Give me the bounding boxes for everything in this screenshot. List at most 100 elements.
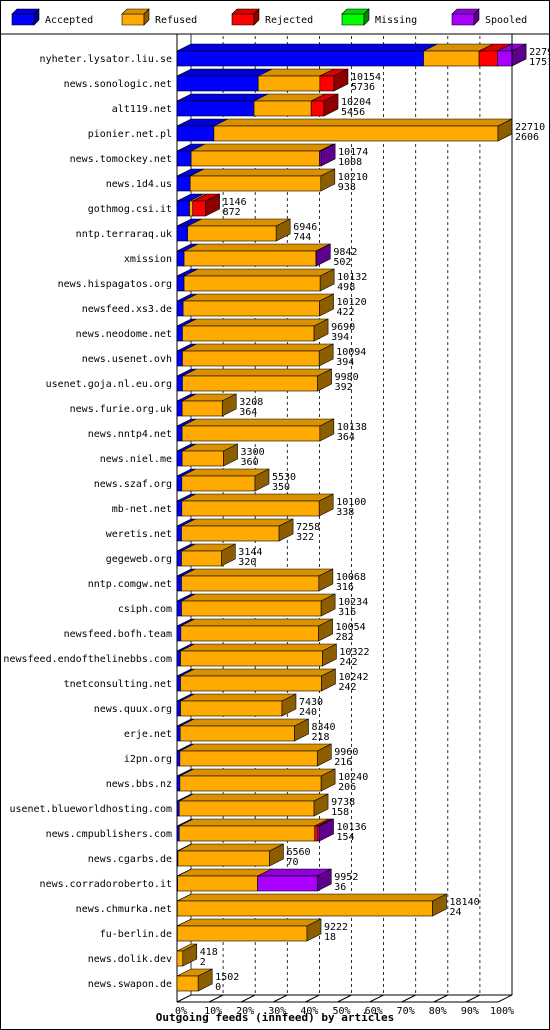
- row-total-label: 22710: [515, 122, 545, 133]
- bar-segment-side: [182, 943, 198, 967]
- bar-segment: [178, 825, 316, 842]
- row-label: usenet.blueworldhosting.com: [9, 804, 172, 815]
- bar-segment-top: [176, 93, 269, 102]
- bar-segment: [181, 425, 321, 442]
- bar-segment: [176, 275, 185, 292]
- x-tick: [176, 994, 192, 1003]
- bar-segment-side: [322, 643, 337, 667]
- bar-segment-top: [182, 293, 334, 302]
- bar-segment-side: [317, 368, 332, 392]
- row-second-label: 872: [223, 207, 241, 218]
- bar-segment-top: [183, 268, 335, 277]
- legend-label: Rejected: [265, 15, 313, 26]
- x-axis: 0% 10% 20% 30% 40% 50% 60% 70% 80% 90% 100%: [175, 34, 514, 1017]
- row-label: newsfeed.xs3.de: [82, 304, 172, 315]
- bar-segment: [176, 750, 181, 767]
- row-second-label: 1008: [338, 157, 362, 168]
- bar-segment-side: [221, 393, 237, 417]
- row-second-label: 218: [311, 732, 329, 743]
- row-total-label: 7258: [296, 522, 320, 533]
- x-tick-label: 10%: [204, 1006, 222, 1017]
- row-label: news.sonologic.net: [64, 79, 172, 90]
- legend-item: Spooled: [451, 8, 527, 26]
- row-second-label: 154: [337, 832, 355, 843]
- bar-segment-top: [187, 218, 291, 227]
- x-tick-label: 30%: [268, 1006, 286, 1017]
- row-total-label: 418: [200, 947, 218, 958]
- row-second-label: 744: [293, 232, 311, 243]
- row-second-label: 338: [336, 507, 354, 518]
- bar-segment: [180, 625, 319, 642]
- bar-segment: [176, 500, 183, 517]
- row-total-label: 10068: [336, 572, 366, 583]
- row-label: news.tomockey.net: [70, 154, 172, 165]
- row-second-label: 364: [337, 432, 355, 443]
- bar-segment: [176, 200, 190, 217]
- bar-segment-top: [180, 668, 336, 677]
- row-total-label: 9842: [333, 247, 357, 258]
- x-tick: [240, 994, 256, 1003]
- row-second-label: 422: [337, 307, 355, 318]
- bar-segment: [181, 575, 320, 592]
- bar-segment-side: [254, 468, 270, 492]
- row-total-label: 9960: [334, 747, 358, 758]
- bar-segment-top: [177, 893, 447, 902]
- row-second-label: 350: [272, 482, 290, 493]
- row-total-label: 9980: [335, 372, 359, 383]
- x-tick-label: 20%: [236, 1006, 254, 1017]
- row-total-label: 9222: [324, 922, 348, 933]
- bar-segment-side: [275, 218, 291, 242]
- bar-segment: [181, 500, 320, 517]
- legend-swatch-front: [451, 13, 475, 26]
- bar-segment: [177, 900, 433, 917]
- bar-segment-side: [278, 518, 294, 542]
- bar-segment-side: [323, 93, 339, 117]
- legend-item: Rejected: [231, 8, 313, 26]
- row-second-label: 240: [299, 707, 317, 718]
- bar-segment: [253, 100, 312, 117]
- bar-segment-side: [319, 268, 335, 292]
- legend-swatch-side: [253, 8, 260, 26]
- row-total-label: 6946: [293, 222, 317, 233]
- row-second-label: 0: [215, 982, 221, 993]
- x-tick: [337, 994, 352, 1003]
- row-second-label: 18: [324, 932, 336, 943]
- row-total-label: 10242: [338, 672, 368, 683]
- x-tick: [433, 994, 449, 1003]
- row-total-label: 10138: [337, 422, 367, 433]
- row-label: nyheter.lysator.liu.se: [40, 54, 172, 65]
- bar-segment: [310, 100, 325, 117]
- bar-segment: [182, 325, 315, 342]
- bar-segment-side: [320, 768, 336, 792]
- row-second-label: 360: [241, 457, 259, 468]
- row-label: newsfeed.bofh.team: [64, 629, 172, 640]
- bar-segment: [180, 675, 322, 692]
- row-total-label: 9952: [334, 872, 358, 883]
- bar-segment-side: [318, 343, 334, 367]
- bar-segment-top: [179, 768, 336, 777]
- bar-segment-top: [181, 493, 334, 502]
- row-label: alt119.net: [112, 104, 172, 115]
- bar-segment-top: [179, 818, 329, 827]
- x-tick: [497, 994, 513, 1003]
- bar-segment-side: [294, 718, 309, 742]
- bar-segment: [423, 50, 480, 67]
- bar-segment-side: [223, 443, 238, 467]
- row-label: news.nntp4.net: [88, 429, 172, 440]
- row-label: newsfeed.endofthelinebbs.com: [3, 654, 172, 665]
- row-second-label: 320: [238, 557, 256, 568]
